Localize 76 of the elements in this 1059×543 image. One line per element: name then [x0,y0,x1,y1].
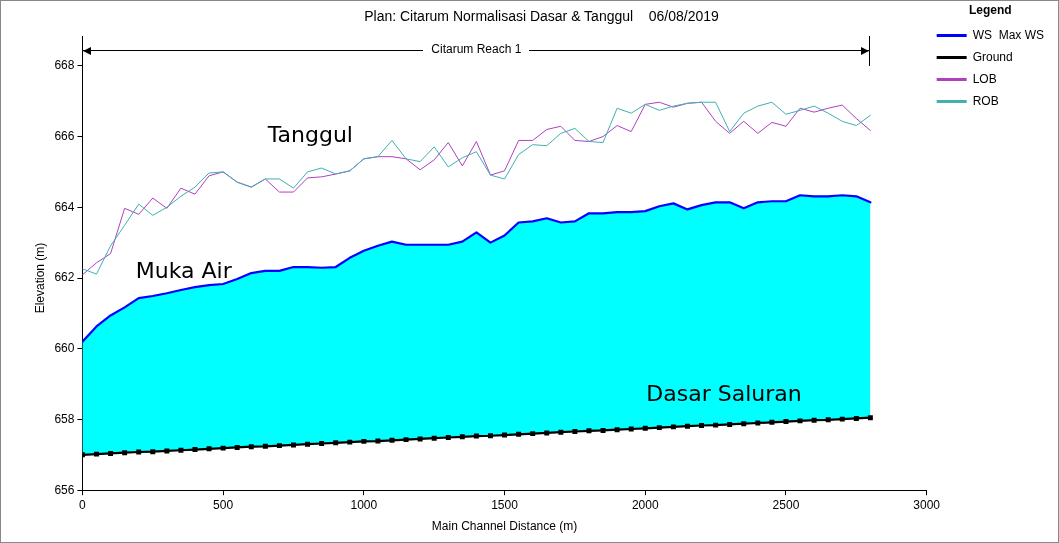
point [206,446,212,452]
y-tick-label: 668 [54,58,75,73]
x-tick-label: 3000 [913,497,941,512]
point [684,423,690,429]
legend-label: LOB [972,71,997,86]
point [699,423,705,428]
point [741,421,747,427]
y-tick-label: 662 [54,270,75,285]
annotation: Dasar Saluran [646,380,802,406]
point [347,439,353,445]
legend-label: WS Max WS [972,27,1045,42]
point [642,425,648,431]
chart-title: Plan: Citarum Normalisasi Dasar & Tanggul 06/08/2019 [364,8,719,25]
point [403,437,409,443]
y-tick-label: 656 [54,482,75,497]
point [431,435,437,441]
point [375,438,381,444]
x-tick-label: 1500 [491,497,519,512]
point [516,431,522,437]
point [572,429,578,434]
y-tick-label: 660 [54,341,75,356]
point [656,425,662,431]
point [361,438,367,444]
y-tick-label: 664 [54,199,75,214]
point [713,422,719,428]
point [670,424,676,430]
point [530,431,536,437]
point [305,441,311,447]
point [558,429,564,435]
point [234,444,240,450]
point [333,440,339,446]
point [600,427,606,433]
point [94,451,99,457]
point [262,443,268,449]
point [783,419,789,425]
point [459,434,465,440]
point [853,415,859,421]
point [178,447,184,453]
point [769,419,775,425]
y-axis-title: Elevation (m) [32,242,47,314]
point [150,449,156,455]
point [502,432,508,438]
point [473,433,479,439]
x-tick-label: 1000 [350,497,378,512]
point [445,435,451,440]
point [825,417,831,423]
legend-label: Ground [972,49,1013,64]
point [319,441,325,446]
legend-label: ROB [972,93,999,108]
point [839,416,845,422]
point [220,445,226,451]
annotation: Muka Air [135,257,232,282]
point [544,430,550,436]
point [727,421,733,427]
point [164,448,170,454]
x-axis-title: Main Channel Distance (m) [431,519,578,534]
point [417,436,423,442]
annotation: Tanggul [267,121,353,147]
point [488,433,493,439]
legend-title: Legend [969,3,1012,18]
point [276,443,282,449]
point [811,417,817,423]
point [122,450,128,456]
x-tick-label: 0 [79,497,87,512]
point [797,418,803,424]
point [108,450,114,456]
point [867,415,873,421]
y-tick-label: 658 [54,411,75,426]
x-tick-label: 500 [213,497,234,512]
x-tick-label: 2500 [772,497,800,512]
y-tick-label: 666 [54,128,75,143]
point [614,427,620,433]
x-tick-label: 2000 [631,497,659,512]
point [248,444,254,450]
point [291,442,296,448]
point [586,428,592,434]
